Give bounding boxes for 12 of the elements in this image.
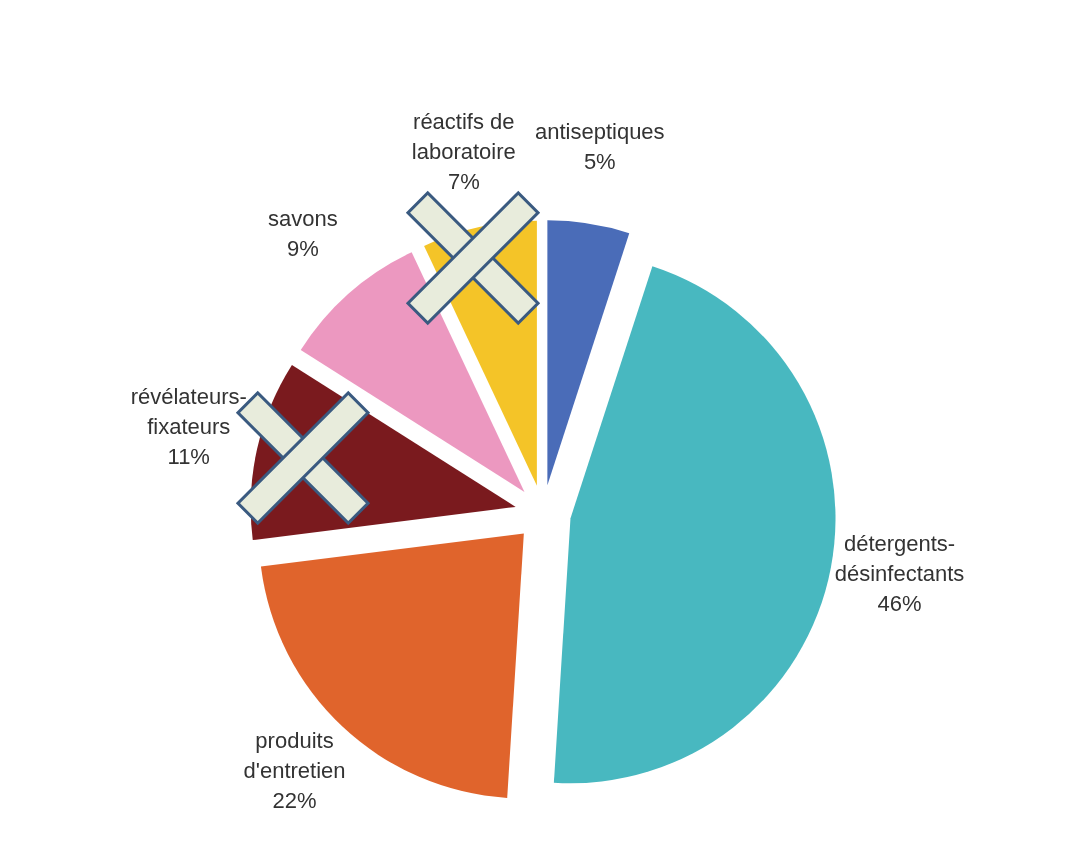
data-label: 46%	[877, 591, 922, 617]
slice-label: antiseptiques	[534, 119, 665, 145]
data-label: 11%	[167, 443, 210, 469]
data-label: 22%	[272, 787, 317, 813]
slice-label: produits d'entretien	[243, 727, 346, 783]
data-label: 7%	[447, 168, 480, 194]
slice-label: révélateurs-fixateurs	[130, 383, 247, 439]
slice-label: savons	[268, 205, 338, 231]
slice-label: réactifs de laboratoire	[411, 108, 516, 164]
data-label: 5%	[583, 149, 616, 175]
slice-label: détergents-désinfectants	[834, 531, 965, 587]
data-label: 9%	[287, 235, 319, 261]
